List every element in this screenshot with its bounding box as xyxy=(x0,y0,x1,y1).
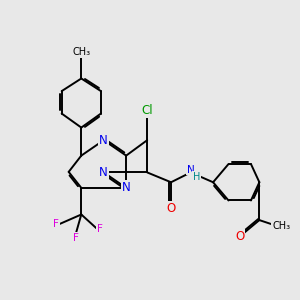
Text: Cl: Cl xyxy=(141,104,153,117)
Text: F: F xyxy=(73,233,79,243)
Text: F: F xyxy=(97,224,103,233)
Text: N: N xyxy=(122,182,130,194)
Text: F: F xyxy=(53,219,59,229)
Text: CH₃: CH₃ xyxy=(272,221,290,231)
Text: N: N xyxy=(187,165,194,175)
Text: O: O xyxy=(235,230,244,243)
Text: N: N xyxy=(99,134,108,147)
Text: H: H xyxy=(193,172,200,182)
Text: N: N xyxy=(99,166,108,179)
Text: O: O xyxy=(167,202,176,214)
Text: CH₃: CH₃ xyxy=(72,47,90,57)
